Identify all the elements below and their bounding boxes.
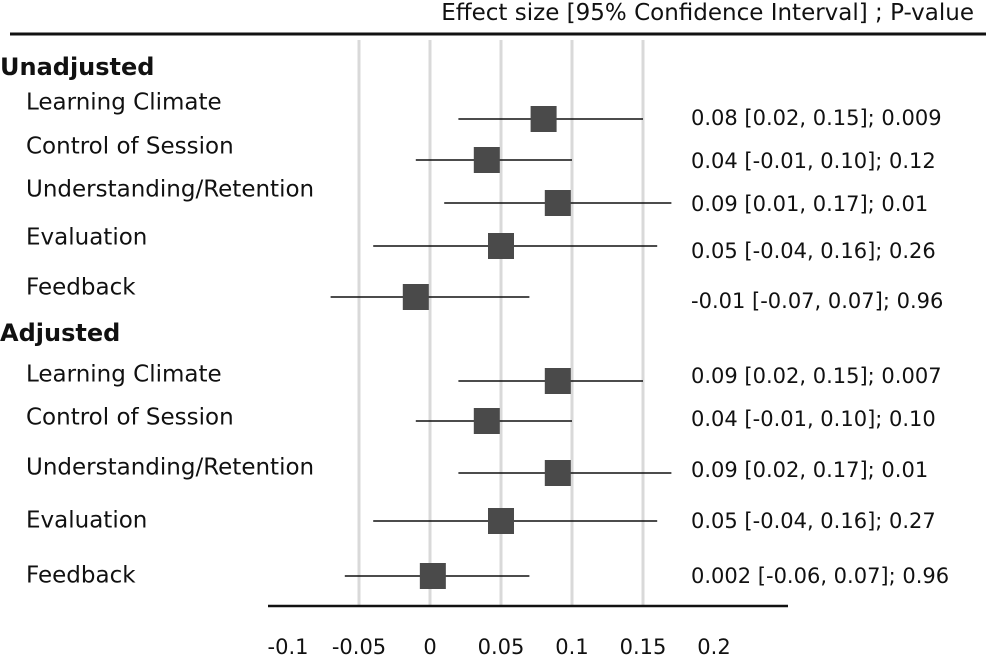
gridlines xyxy=(357,40,645,606)
row-label: Feedback xyxy=(26,563,136,589)
row-label: Understanding/Retention xyxy=(26,177,314,203)
effect-marker xyxy=(488,508,514,534)
x-tick-label: -0.05 xyxy=(332,635,386,659)
row-value-text: 0.04 [-0.01, 0.10]; 0.10 xyxy=(691,407,936,431)
row-label: Learning Climate xyxy=(26,362,222,388)
effect-marker xyxy=(544,368,571,394)
row-value-text: 0.04 [-0.01, 0.10]; 0.12 xyxy=(691,149,936,173)
x-tick-label: -0.1 xyxy=(268,635,309,659)
effect-marker xyxy=(488,233,514,259)
row-label: Evaluation xyxy=(26,225,147,251)
group-title: Adjusted xyxy=(0,319,120,347)
row-value-text: 0.05 [-0.04, 0.16]; 0.27 xyxy=(691,509,936,533)
row-label: Learning Climate xyxy=(26,90,222,116)
x-tick-label: 0.2 xyxy=(697,635,730,659)
row-label: Understanding/Retention xyxy=(26,455,314,481)
row-value-text: 0.09 [0.01, 0.17]; 0.01 xyxy=(691,192,928,216)
effect-marker xyxy=(544,460,571,486)
row-value-text: 0.09 [0.02, 0.17]; 0.01 xyxy=(691,458,928,482)
rows: Unadjusted Learning Climate 0.08 [0.02, 0.… xyxy=(0,53,949,589)
effect-marker xyxy=(544,190,571,216)
plot-header: Effect size [95% Confidence Interval] ; … xyxy=(441,0,974,26)
x-tick-label: 0.15 xyxy=(620,635,667,659)
x-tick-label: 0.05 xyxy=(478,635,525,659)
row-value-text: -0.01 [-0.07, 0.07]; 0.96 xyxy=(691,289,943,313)
x-axis: -0.1 -0.05 0 0.05 0.1 0.15 0.2 xyxy=(268,604,788,659)
effect-marker xyxy=(419,563,446,589)
effect-marker xyxy=(473,408,500,434)
row-value-text: 0.05 [-0.04, 0.16]; 0.26 xyxy=(691,239,936,263)
effect-marker xyxy=(473,147,500,173)
x-tick-label: 0.1 xyxy=(555,635,588,659)
row-value-text: 0.002 [-0.06, 0.07]; 0.96 xyxy=(691,564,949,588)
row-label: Control of Session xyxy=(26,134,234,160)
row-label: Evaluation xyxy=(26,508,147,534)
row-label: Feedback xyxy=(26,275,136,301)
row-label: Control of Session xyxy=(26,405,234,431)
row-value-text: 0.09 [0.02, 0.15]; 0.007 xyxy=(691,364,942,388)
effect-marker xyxy=(530,106,557,132)
row-value-text: 0.08 [0.02, 0.15]; 0.009 xyxy=(691,106,942,130)
x-tick-label: 0 xyxy=(423,635,436,659)
effect-marker xyxy=(402,284,429,310)
group-title: Unadjusted xyxy=(0,53,154,81)
